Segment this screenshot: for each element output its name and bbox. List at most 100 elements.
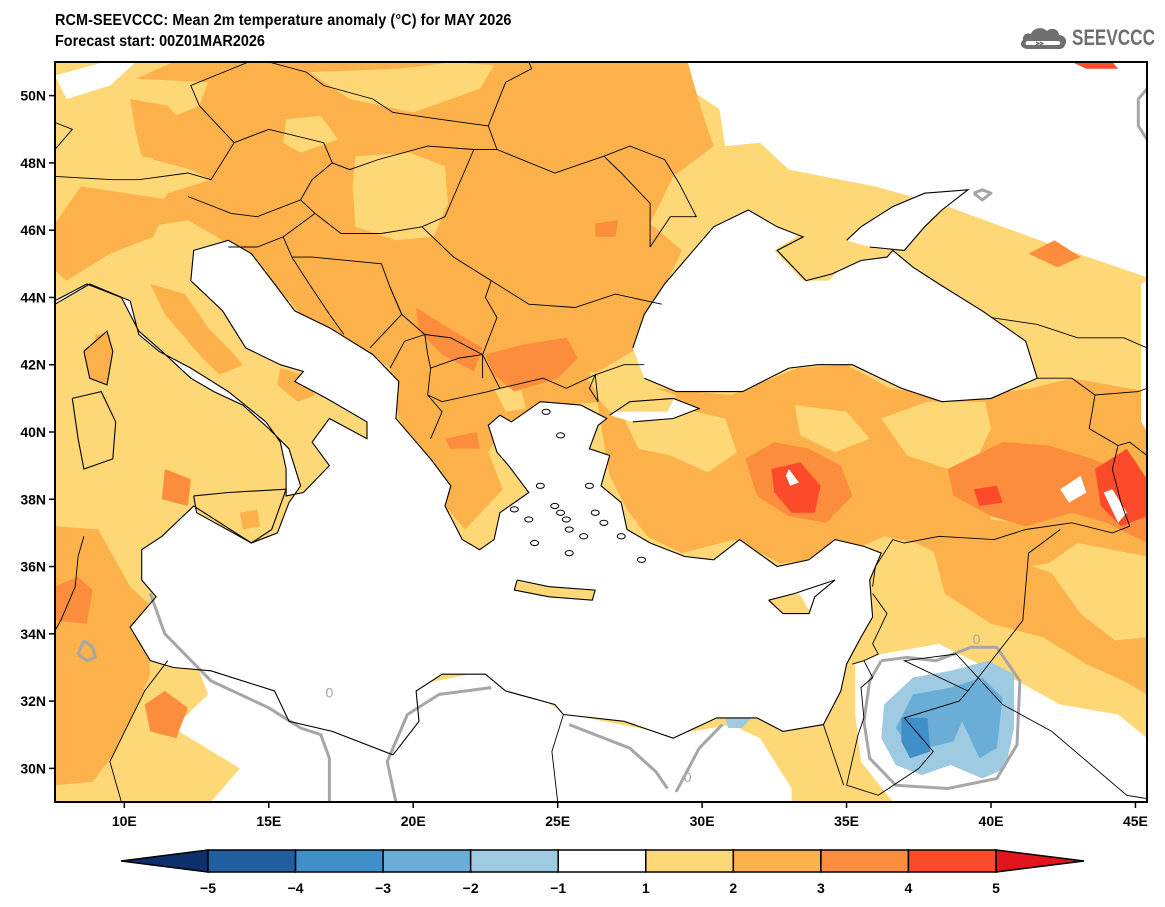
island-outline: [590, 509, 600, 516]
anomaly-region-1-2-hole-1: [624, 408, 737, 473]
lon-tick-label: 25E: [545, 813, 570, 829]
country-border: [228, 213, 316, 248]
colorbar-tick-label: 4: [905, 880, 913, 896]
lat-tick-label: 44N: [20, 289, 46, 305]
sea-mediterranean-sea: [55, 240, 882, 755]
island-outline: [636, 556, 646, 563]
island-sardinia: [72, 391, 116, 469]
anomaly-region-1-2-hole-0: [352, 152, 448, 241]
lon-tick-label: 15E: [256, 813, 281, 829]
zero-contour-layer: 0 0 0: [76, 87, 1147, 802]
lat-tick-label: 36N: [20, 559, 46, 575]
zero-contour-label: 0: [973, 631, 981, 647]
anomaly-region-neutral-speckle-2: [1060, 475, 1087, 503]
colorbar-tick-label: −3: [375, 880, 391, 896]
island-outline: [541, 408, 551, 415]
coastline: [632, 209, 1038, 403]
country-border: [846, 660, 874, 786]
anomaly-region-cold-egypt: [725, 717, 752, 728]
anomaly-region-2-3-4: [150, 284, 243, 375]
island-crete: [514, 580, 596, 601]
latitude-axis: 50N 48N 46N 44N 42N 40N 38N 36N 34N 32N 30N: [20, 88, 55, 776]
island-sicily-warm: [239, 509, 261, 530]
country-border: [990, 317, 1147, 349]
anomaly-region-3-4-3: [445, 432, 480, 449]
lon-tick-label: 30E: [690, 813, 715, 829]
colorbar-swatch: [907, 849, 997, 873]
colorbar-tick-label: −2: [463, 880, 479, 896]
anomaly-region-neutral-speckle-1: [1103, 489, 1127, 523]
island-outline: [579, 533, 589, 540]
anomaly-region-neutral-speckle-3: [1112, 62, 1147, 73]
lat-tick-label: 38N: [20, 491, 46, 507]
country-border: [603, 155, 651, 247]
anomaly-region-4-5-1: [973, 485, 1003, 506]
anomaly-region-2-3-8: [130, 99, 197, 163]
country-border: [822, 724, 845, 786]
colorbar-swatch: [557, 849, 647, 873]
lat-tick-label: 42N: [20, 357, 46, 373]
anomaly-region-3-4-8: [161, 469, 191, 506]
chart-title: RCM-SEEVCCC: Mean 2m temperature anomaly…: [55, 12, 512, 29]
lon-tick-label: 20E: [401, 813, 426, 829]
country-border: [487, 62, 533, 127]
country-border: [902, 529, 1061, 692]
anomaly-region-2-3-2: [933, 549, 1147, 695]
colorbar-over-arrow: [995, 849, 1085, 873]
anomaly-region-3-4-1: [485, 337, 578, 392]
country-border: [424, 334, 443, 439]
lat-tick-label: 50N: [20, 88, 46, 104]
island-outline: [556, 432, 566, 439]
lon-tick-label: 40E: [979, 813, 1004, 829]
country-border: [852, 593, 888, 665]
coastline-layer: [55, 189, 1038, 756]
island-outline: [616, 533, 626, 540]
country-border: [955, 653, 1147, 800]
sea-mask-layer: [55, 189, 1147, 755]
anomaly-region-4-5-0: [771, 462, 821, 513]
zero-contour-line: [862, 645, 1022, 790]
forecast-start: Forecast start: 00Z01MAR2026: [55, 33, 265, 50]
country-border: [109, 660, 169, 802]
coastline: [609, 397, 701, 423]
zero-contour-line: [148, 592, 331, 802]
island-outline: [556, 509, 566, 516]
sea-azov-sea: [846, 189, 968, 251]
island-outline: [564, 526, 574, 533]
country-border: [872, 445, 1131, 587]
zero-contour-line: [972, 188, 993, 202]
island-outline: [509, 506, 519, 513]
zero-contour-line: [1136, 87, 1147, 141]
colorbar-tick-label: 2: [729, 880, 737, 896]
anomaly-region-2-3-7: [55, 186, 171, 281]
country-border: [430, 354, 483, 369]
anomaly-region-3-4-2: [595, 220, 619, 237]
logo-text: SEEVCCC: [1072, 25, 1155, 50]
country-border: [846, 690, 969, 796]
anomaly-region-1-2-hole-5: [309, 62, 495, 113]
country-borders-layer: [55, 62, 1147, 802]
coastline: [83, 330, 114, 386]
zero-contour-label: 0: [684, 769, 692, 785]
zero-contour-line: [674, 723, 724, 793]
lon-tick-label: 35E: [834, 813, 859, 829]
country-border: [427, 387, 501, 403]
zero-contour-line: [76, 639, 97, 663]
anomaly-region-1-2-hole-3: [881, 401, 991, 469]
lat-tick-label: 48N: [20, 155, 46, 171]
anomaly-region-3-4-9: [1028, 240, 1081, 268]
island-outline: [564, 549, 574, 557]
colorbar-tick-label: 1: [642, 880, 650, 896]
lon-tick-label: 45E: [1123, 813, 1148, 829]
lat-tick-label: 30N: [20, 760, 46, 776]
country-border: [291, 256, 345, 335]
anomaly-region-1-2-hole-8: [494, 384, 526, 412]
colorbar-under-arrow: [120, 849, 209, 873]
coastline: [846, 189, 970, 251]
anomaly-region-1-2-hole-2: [794, 405, 870, 453]
lat-tick-label: 34N: [20, 626, 46, 642]
anomaly-region-neutral-ukraine: [679, 62, 1147, 278]
nw-turkey-coast: [589, 371, 677, 412]
